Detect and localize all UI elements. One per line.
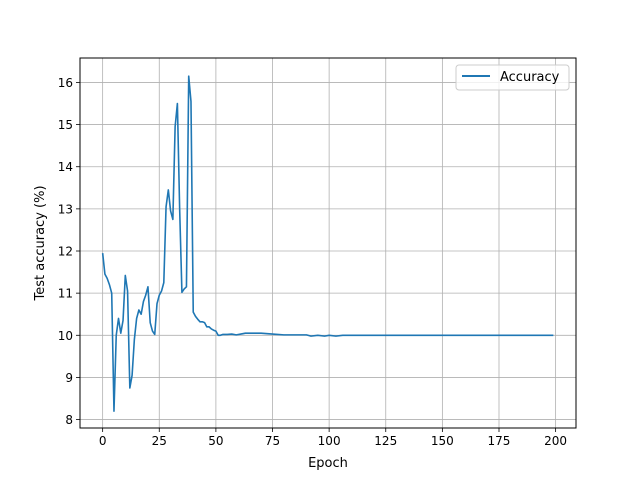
series-layer	[101, 75, 554, 412]
axes-frame	[79, 57, 577, 429]
x-tick-label: 125	[374, 434, 397, 448]
y-tick-label: 13	[58, 202, 73, 216]
x-tick-label: 25	[152, 434, 167, 448]
x-tick-label: 150	[431, 434, 454, 448]
grid	[80, 58, 576, 428]
y-axis-label: Test accuracy (%)	[33, 185, 48, 301]
y-tick-label: 8	[65, 413, 73, 427]
x-tick-label: 200	[544, 434, 567, 448]
y-tick-label: 11	[58, 287, 73, 301]
legend: Accuracy	[455, 64, 570, 91]
x-tick-label: 175	[488, 434, 511, 448]
series-line-accuracy	[101, 75, 554, 412]
x-tick-label: 50	[208, 434, 223, 448]
y-tick-label: 14	[58, 160, 73, 174]
x-tick-label: 100	[318, 434, 341, 448]
y-tick-label: 15	[58, 118, 73, 132]
y-tick-label: 12	[58, 245, 73, 259]
y-tick-label: 9	[65, 371, 73, 385]
ticks: 0 25 50 75 100 125 150 175 200 8 9 10 11 12 13 14 15 16	[58, 76, 567, 448]
x-tick-label: 0	[99, 434, 107, 448]
x-axis-label: Epoch	[308, 456, 348, 471]
legend-frame	[455, 64, 570, 91]
y-tick-label: 16	[58, 76, 73, 90]
legend-label-accuracy: Accuracy	[500, 70, 560, 85]
x-tick-label: 75	[265, 434, 280, 448]
y-tick-label: 10	[58, 329, 73, 343]
